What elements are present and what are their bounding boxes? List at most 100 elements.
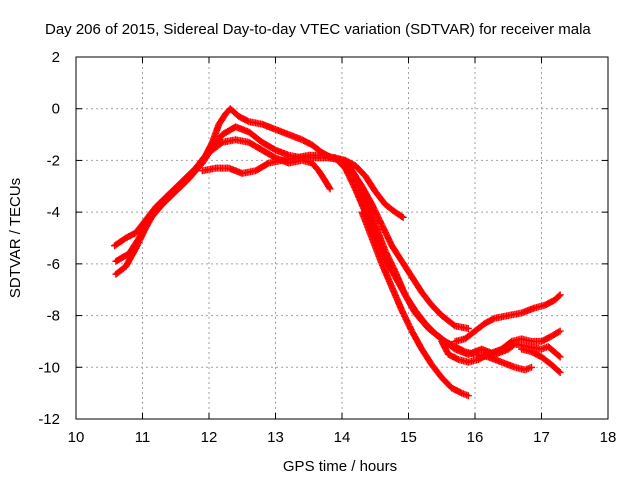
marker-trail bbox=[206, 139, 225, 156]
marker-trail bbox=[393, 209, 406, 220]
marker-trail bbox=[322, 178, 333, 192]
marker-trail bbox=[499, 338, 514, 352]
x-tick-label: 14 bbox=[334, 429, 351, 446]
marker-trail bbox=[506, 341, 518, 352]
marker-trail bbox=[342, 158, 358, 179]
marker-trail bbox=[429, 362, 445, 380]
marker-trail bbox=[402, 292, 418, 313]
data-point bbox=[326, 185, 334, 193]
y-tick-label: 0 bbox=[52, 101, 60, 118]
marker-trail bbox=[113, 250, 132, 264]
marker-trail bbox=[459, 390, 471, 399]
marker-trail bbox=[539, 343, 550, 353]
marker-trail bbox=[472, 320, 488, 334]
marker-trail bbox=[462, 328, 478, 342]
marker-trail bbox=[419, 346, 435, 367]
data-point bbox=[528, 363, 536, 371]
marker-trail bbox=[260, 139, 278, 153]
marker-trail bbox=[133, 225, 149, 251]
marker-trail bbox=[482, 315, 498, 327]
y-tick-label: 2 bbox=[52, 49, 60, 66]
marker-trail bbox=[143, 207, 159, 230]
y-tick-label: -6 bbox=[47, 256, 60, 273]
marker-trail bbox=[493, 312, 511, 322]
marker-trail bbox=[246, 129, 265, 145]
series-track-8 bbox=[451, 291, 564, 345]
marker-trail bbox=[372, 189, 388, 207]
marker-trail bbox=[246, 139, 265, 153]
marker-trail bbox=[352, 163, 368, 179]
marker-trail bbox=[309, 160, 322, 173]
marker-trail bbox=[542, 297, 557, 308]
x-tick-label: 17 bbox=[533, 429, 550, 446]
marker-trail bbox=[180, 165, 199, 184]
marker-trail bbox=[293, 152, 311, 162]
marker-trail bbox=[382, 201, 398, 215]
marker-trail bbox=[193, 150, 212, 171]
marker-trail bbox=[352, 173, 369, 202]
y-tick-label: -10 bbox=[38, 359, 60, 376]
chart-title: Day 206 of 2015, Sidereal Day-to-day VTE… bbox=[45, 21, 591, 38]
marker-trail bbox=[247, 118, 265, 128]
marker-trail bbox=[449, 385, 464, 396]
data-series bbox=[111, 105, 564, 400]
marker-trail bbox=[200, 165, 218, 174]
data-point bbox=[464, 392, 472, 400]
marker-trail bbox=[452, 343, 468, 355]
marker-trail bbox=[300, 136, 315, 148]
series-track-1 bbox=[111, 105, 407, 250]
data-point bbox=[556, 368, 564, 376]
x-axis-label: GPS time / hours bbox=[283, 458, 397, 475]
marker-trail bbox=[253, 160, 272, 174]
series-track-9 bbox=[518, 345, 564, 376]
series-track-7 bbox=[438, 327, 564, 366]
marker-trail bbox=[382, 256, 398, 279]
marker-trail bbox=[539, 354, 554, 368]
marker-trail bbox=[439, 313, 458, 329]
x-tick-label: 13 bbox=[267, 429, 284, 446]
marker-trail bbox=[359, 210, 375, 240]
marker-trail bbox=[422, 320, 438, 337]
x-tick-label: 11 bbox=[135, 429, 151, 446]
marker-trail bbox=[523, 364, 534, 373]
marker-trail bbox=[389, 243, 405, 264]
marker-trail bbox=[388, 285, 405, 313]
marker-trail bbox=[399, 259, 415, 279]
x-tick-label: 15 bbox=[400, 429, 417, 446]
marker-trail bbox=[409, 274, 425, 295]
marker-trail bbox=[372, 233, 389, 261]
marker-trail bbox=[362, 197, 379, 228]
data-point bbox=[556, 353, 564, 361]
marker-trail bbox=[153, 191, 172, 212]
marker-trail bbox=[123, 246, 139, 269]
x-tick-label: 18 bbox=[600, 429, 617, 446]
marker-trail bbox=[443, 338, 458, 350]
marker-trail bbox=[539, 333, 554, 345]
y-tick-label: -8 bbox=[47, 308, 60, 325]
x-tick-label: 16 bbox=[467, 429, 484, 446]
marker-trail bbox=[316, 168, 329, 184]
marker-trail bbox=[399, 308, 415, 334]
series-track-2 bbox=[112, 123, 472, 332]
marker-trail bbox=[476, 351, 491, 363]
y-tick-label: -12 bbox=[38, 411, 60, 428]
marker-trail bbox=[529, 349, 544, 360]
data-point bbox=[556, 291, 564, 299]
marker-trail bbox=[236, 113, 251, 125]
marker-trail bbox=[549, 328, 563, 339]
marker-trail bbox=[112, 235, 129, 249]
marker-trail bbox=[223, 106, 233, 117]
marker-trail bbox=[419, 290, 435, 308]
marker-trail bbox=[133, 217, 149, 236]
marker-trail bbox=[379, 261, 395, 290]
marker-trail bbox=[209, 122, 222, 145]
marker-trail bbox=[379, 223, 395, 248]
marker-trail bbox=[166, 178, 185, 197]
marker-trail bbox=[545, 344, 563, 360]
marker-trail bbox=[332, 155, 348, 171]
marker-trail bbox=[439, 375, 455, 391]
data-point bbox=[556, 327, 564, 335]
marker-trail bbox=[412, 308, 428, 326]
x-axis-ticks: 10 11 12 13 14 15 16 17 18 bbox=[68, 57, 617, 446]
y-tick-label: -2 bbox=[47, 152, 60, 169]
